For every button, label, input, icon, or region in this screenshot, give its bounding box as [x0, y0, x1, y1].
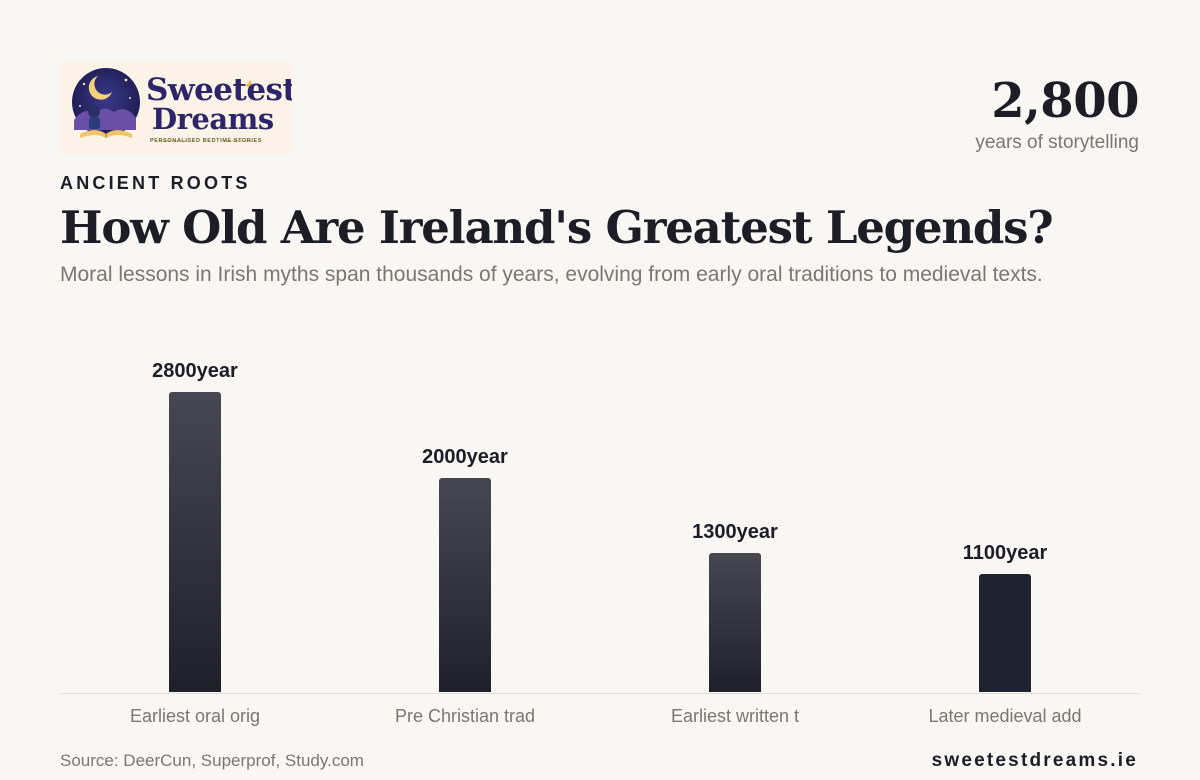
- bar-value-label: 2800year: [152, 360, 238, 382]
- logo-wordmark-line2: Dreams: [152, 102, 274, 136]
- logo-illustration-icon: [72, 68, 256, 142]
- logo-wordmark-line1: Sweetest: [146, 72, 292, 108]
- website-link[interactable]: sweetestdreams.ie: [931, 750, 1138, 771]
- bar-value-label: 2000year: [422, 445, 508, 468]
- highlight-label: years of storytelling: [975, 132, 1139, 153]
- chart-bar: [979, 574, 1031, 692]
- chart-bar: [169, 392, 221, 692]
- source-note: Source: DeerCun, Superprof, Study.com: [60, 751, 364, 770]
- chart-bar: [709, 552, 761, 692]
- bar-value-label: 1300year: [692, 520, 778, 543]
- category-label: Earliest oral orig: [129, 706, 261, 726]
- page-subtitle: Moral lessons in Irish myths span thousa…: [60, 263, 1043, 286]
- chart-baseline: [60, 693, 1140, 694]
- eyebrow-label: ANCIENT ROOTS: [60, 173, 251, 193]
- category-label: Earliest written t: [670, 706, 800, 726]
- bar-value-label: 1100year: [962, 542, 1048, 565]
- chart-bar: [439, 477, 491, 692]
- page-title: How Old Are Ireland's Greatest Legends?: [60, 201, 1054, 254]
- logo-tagline: PERSONALISED BEDTIME STORIES: [150, 138, 263, 144]
- highlight-stat: 2,800 years of storytelling: [975, 72, 1139, 154]
- highlight-value: 2,800: [991, 73, 1139, 129]
- category-label: Later medieval add: [928, 706, 1082, 726]
- brand-logo: Sweetest Dreams PERSONALISED BEDTIME STO…: [60, 62, 292, 154]
- category-label: Pre Christian trad: [394, 706, 536, 726]
